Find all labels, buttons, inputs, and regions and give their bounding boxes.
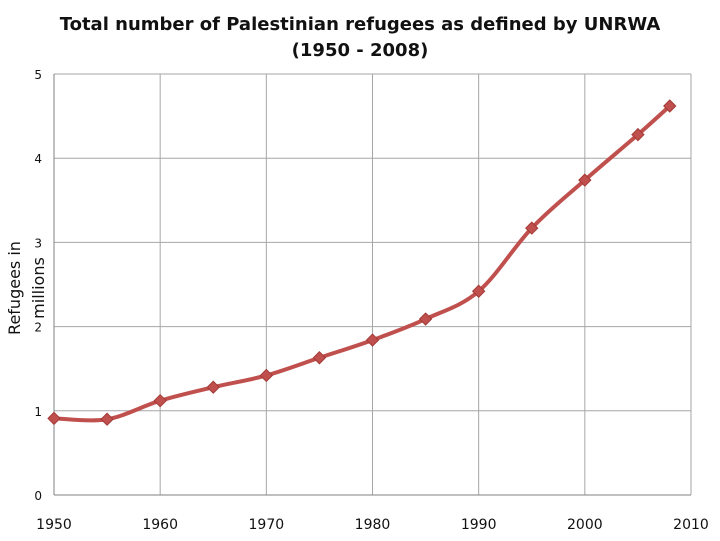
y-tick-label: 3 [34, 236, 42, 250]
data-point-marker [631, 127, 645, 142]
data-point-marker [47, 411, 61, 426]
x-tick-label: 2010 [673, 517, 709, 533]
data-point-marker [153, 393, 167, 408]
x-tick-label: 1950 [36, 517, 72, 533]
y-tick-label: 4 [34, 152, 42, 166]
x-tick-label: 1990 [461, 517, 497, 533]
y-tick-label: 0 [34, 489, 42, 503]
data-point-marker [525, 221, 539, 235]
data-point-marker [663, 99, 677, 113]
data-point-marker [312, 351, 327, 365]
data-point-marker [259, 368, 274, 383]
data-point-marker [471, 284, 486, 298]
x-tick-label: 2000 [567, 517, 603, 533]
x-tick-label: 1970 [249, 517, 285, 533]
x-tick-label: 1980 [355, 517, 391, 533]
chart-title: Total number of Palestinian refugees as … [0, 12, 720, 64]
y-tick-label: 2 [34, 321, 42, 335]
x-tick-label: 1960 [142, 517, 178, 533]
data-point-marker [206, 380, 220, 394]
chart-title-line-1: Total number of Palestinian refugees as … [59, 14, 661, 35]
data-point-marker [365, 333, 380, 347]
data-point-marker [578, 173, 592, 187]
y-tick-label: 1 [34, 405, 42, 419]
data-point-marker [418, 312, 433, 326]
data-point-marker [100, 412, 114, 426]
chart-title-line-2: (1950 - 2008) [291, 40, 429, 61]
y-tick-label: 5 [34, 68, 42, 82]
